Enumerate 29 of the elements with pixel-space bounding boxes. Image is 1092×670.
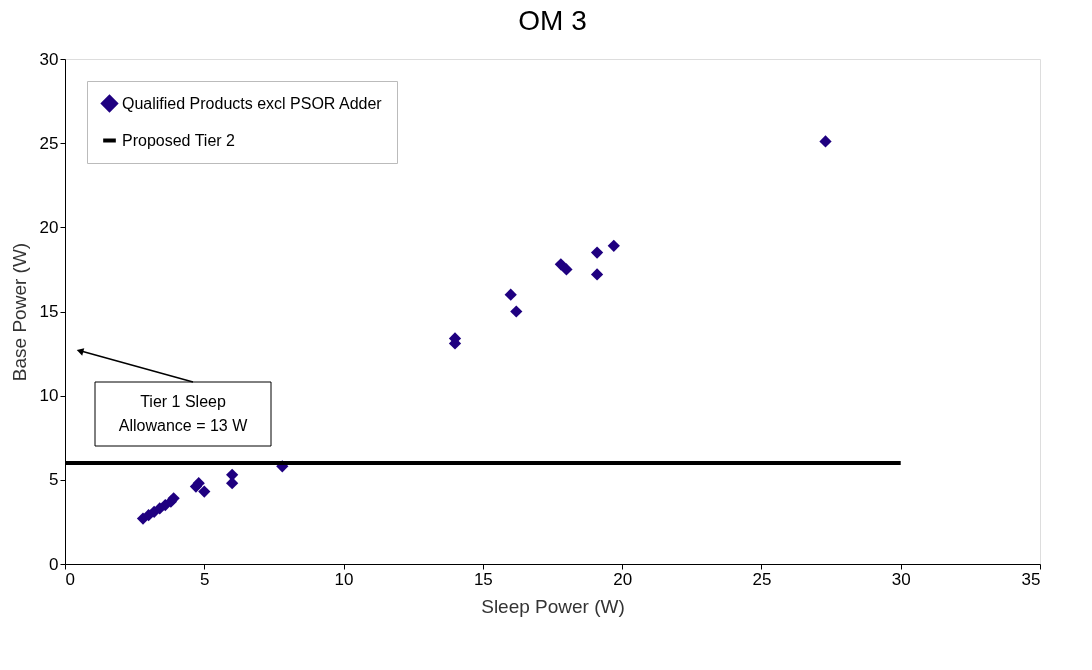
legend-label: Qualified Products excl PSOR Adder [122,94,383,112]
point [590,268,604,281]
point [198,485,211,498]
y-tick-label: 5 [49,470,59,490]
chart-title: OM 3 [518,5,587,36]
x-axis-title: Sleep Power (W) [481,595,625,617]
y-axis-title: Base Power (W) [8,242,30,382]
legend-label: Proposed Tier 2 [122,131,236,149]
point [510,305,523,318]
x-tick-label: 0 [65,569,75,589]
point [560,263,573,276]
y-tick-label: 30 [39,49,59,69]
y-tick-label: 20 [39,217,59,237]
y-tick-label: 15 [39,302,59,321]
y-tick-label: 10 [39,386,59,406]
x-tick-label: 10 [334,569,354,589]
point [504,288,517,301]
point [590,246,604,259]
x-tick-label: 30 [891,569,911,589]
x-tick-label: 5 [200,569,210,589]
y-tick-label: 0 [49,554,59,574]
x-tick-label: 15 [473,569,493,589]
point [819,135,832,148]
x-tick-label: 35 [1021,569,1041,589]
x-tick-label: 20 [613,569,633,589]
point [607,239,620,252]
annotation: Tier 1 Sleep Allowance = 13 W [118,393,249,434]
y-tick-label: 25 [39,133,59,153]
x-tick-label: 25 [752,569,772,589]
